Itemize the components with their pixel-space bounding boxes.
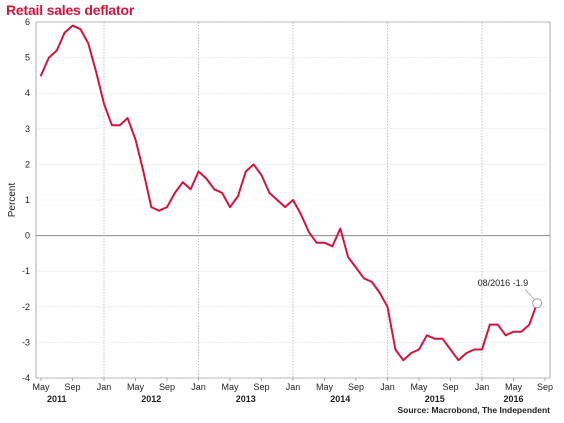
x-tick-label: Sep bbox=[253, 382, 269, 392]
x-year-label: 2011 bbox=[47, 394, 67, 404]
x-tick-label: May bbox=[316, 382, 334, 392]
x-tick-label: Jan bbox=[191, 382, 206, 392]
y-tick-label: 2 bbox=[25, 159, 30, 169]
x-year-label: 2016 bbox=[503, 394, 523, 404]
x-tick-label: May bbox=[410, 382, 428, 392]
annotation-layer: 08/2016 -1.9 bbox=[478, 278, 543, 309]
x-tick-label: May bbox=[505, 382, 523, 392]
annotation-leader bbox=[524, 288, 535, 300]
y-tick-label: 3 bbox=[25, 124, 30, 134]
x-tick-label: Sep bbox=[537, 382, 553, 392]
y-tick-label: -2 bbox=[22, 302, 30, 312]
y-axis-title: Percent bbox=[7, 183, 18, 218]
x-tick-label: Jan bbox=[286, 382, 301, 392]
x-year-label: 2012 bbox=[141, 394, 161, 404]
x-year-label: 2014 bbox=[330, 394, 350, 404]
chart-title: Retail sales deflator bbox=[6, 2, 135, 18]
x-tick-label: Sep bbox=[442, 382, 458, 392]
y-tick-label: 1 bbox=[25, 195, 30, 205]
y-tick-label: 6 bbox=[25, 17, 30, 27]
y-tick-label: 5 bbox=[25, 53, 30, 63]
x-tick-label: Sep bbox=[64, 382, 80, 392]
x-tick-label: May bbox=[127, 382, 145, 392]
x-tick-label: Jan bbox=[475, 382, 490, 392]
series-layer bbox=[40, 24, 539, 362]
x-tick-label: Sep bbox=[348, 382, 364, 392]
x-tick-label: Jan bbox=[97, 382, 112, 392]
source-note: Source: Macrobond, The Independent bbox=[397, 405, 550, 415]
y-tick-label: 4 bbox=[25, 88, 30, 98]
y-tick-label: -4 bbox=[22, 373, 30, 383]
x-tick-label: May bbox=[221, 382, 239, 392]
series-line bbox=[40, 24, 539, 362]
x-tick-label: May bbox=[32, 382, 50, 392]
x-year-label: 2013 bbox=[236, 394, 256, 404]
annotation-label: 08/2016 -1.9 bbox=[478, 278, 529, 288]
x-tick-label: Sep bbox=[159, 382, 175, 392]
annotation-marker bbox=[532, 298, 543, 309]
y-tick-label: -1 bbox=[22, 266, 30, 276]
y-tick-label: 0 bbox=[25, 231, 30, 241]
x-tick-label: Jan bbox=[380, 382, 395, 392]
x-year-label: 2015 bbox=[425, 394, 445, 404]
y-tick-label: -3 bbox=[22, 337, 30, 347]
